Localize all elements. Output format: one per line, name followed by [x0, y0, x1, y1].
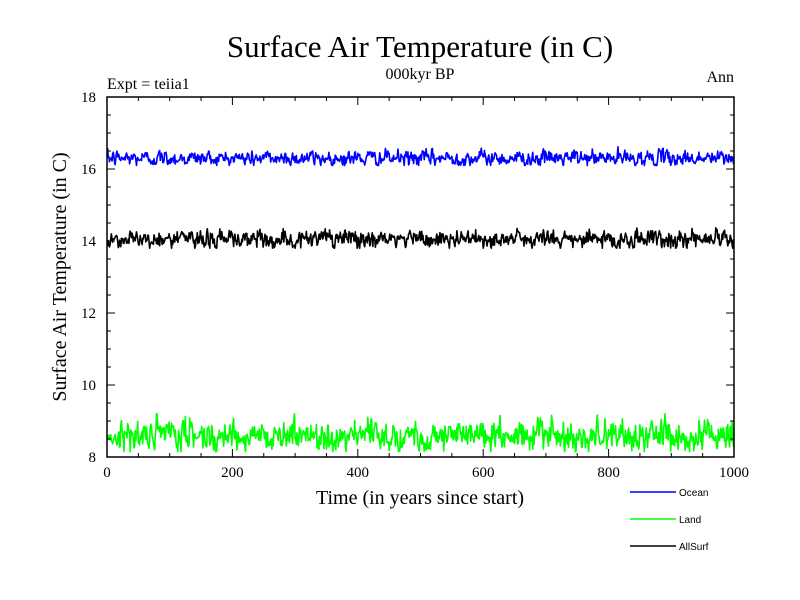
x-tick-label: 1000	[719, 465, 749, 481]
y-tick-label: 18	[81, 90, 96, 106]
chart-subtitle: 000kyr BP	[386, 66, 455, 83]
legend-label-ocean: Ocean	[679, 488, 708, 499]
plot-frame	[106, 96, 735, 458]
series-line-land	[107, 412, 734, 453]
series-line-allsurf	[107, 227, 734, 249]
y-tick-label: 12	[81, 306, 96, 322]
y-axis-label: Surface Air Temperature (in C)	[49, 152, 71, 401]
series-line-ocean	[107, 145, 734, 167]
legend: Ocean Land AllSurf	[630, 488, 709, 553]
y-tick-label: 14	[81, 234, 97, 250]
legend-label-allsurf: AllSurf	[679, 542, 709, 553]
x-tick-label: 800	[597, 465, 620, 481]
y-tick-label: 10	[81, 378, 96, 394]
series-layer	[107, 145, 734, 453]
x-axis-label: Time (in years since start)	[316, 487, 524, 509]
ticks-layer: 0 200 400 600 800 1000 8 10 12 14 16 18	[81, 90, 749, 481]
chart-title: Surface Air Temperature (in C)	[227, 29, 613, 64]
x-tick-label: 600	[472, 465, 495, 481]
season-label: Ann	[706, 69, 734, 86]
y-tick-label: 16	[81, 162, 97, 178]
legend-label-land: Land	[679, 515, 701, 526]
y-tick-label: 8	[89, 450, 97, 466]
experiment-label: Expt = teiia1	[107, 76, 190, 93]
x-tick-label: 200	[221, 465, 244, 481]
x-tick-label: 400	[347, 465, 370, 481]
x-tick-label: 0	[103, 465, 111, 481]
